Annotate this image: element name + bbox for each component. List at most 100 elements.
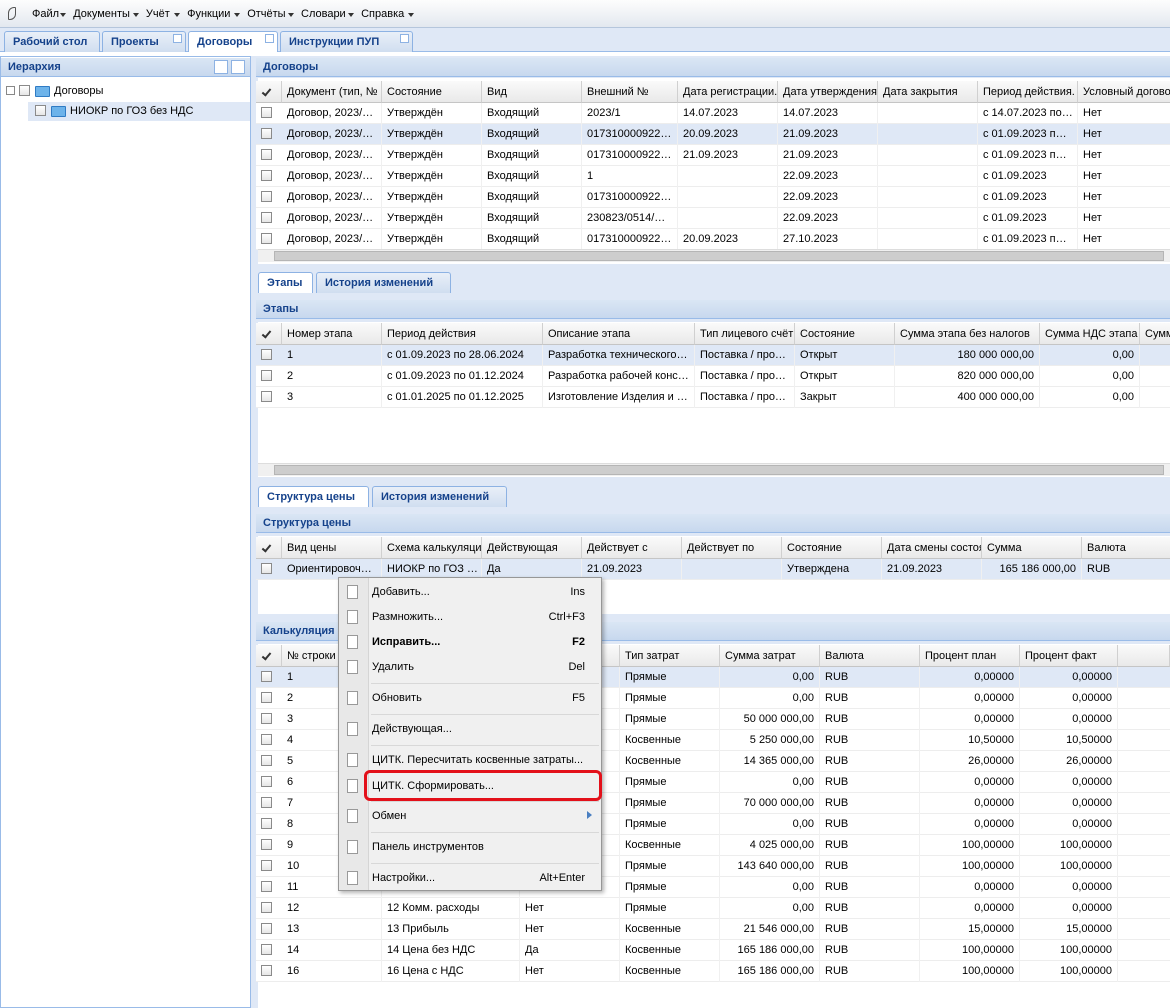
column-header[interactable]: Дата закрытия (878, 81, 978, 103)
row-checkbox[interactable] (261, 839, 272, 850)
column-header[interactable]: Тип лицевого счёт (695, 323, 795, 345)
menu-item-label[interactable]: ЦИТК. Пересчитать косвенные затраты... (372, 754, 584, 766)
column-header[interactable]: Описание этапа (543, 323, 695, 345)
column-header[interactable]: Сумм (1140, 323, 1170, 345)
row-checkbox[interactable] (261, 734, 272, 745)
column-header[interactable]: Тип затрат (620, 645, 720, 667)
column-header[interactable]: Состояние (382, 81, 482, 103)
scroll-thumb[interactable] (274, 465, 1164, 475)
grid-row[interactable] (256, 145, 1170, 166)
row-checkbox[interactable] (261, 233, 272, 244)
scroll-thumb[interactable] (274, 251, 1164, 261)
column-header[interactable]: Сумма этапа без налогов (895, 323, 1040, 345)
menu-item[interactable]: Справка (361, 8, 405, 20)
tree-label[interactable]: Договоры (54, 85, 104, 97)
row-checkbox[interactable] (261, 692, 272, 703)
menu-item-label[interactable]: Настройки... (372, 872, 436, 884)
column-header[interactable]: Схема калькуляци (382, 537, 482, 559)
grid-row[interactable] (256, 166, 1170, 187)
grid-row[interactable] (256, 919, 1170, 940)
column-header[interactable]: Условный догово (1078, 81, 1170, 103)
row-checkbox[interactable] (261, 902, 272, 913)
tree-checkbox[interactable] (35, 105, 46, 116)
row-checkbox[interactable] (261, 391, 272, 402)
collapse-button[interactable] (231, 60, 245, 74)
row-checkbox[interactable] (261, 713, 272, 724)
tab[interactable]: Инструкции ПУП (280, 31, 413, 52)
row-checkbox[interactable] (261, 923, 272, 934)
menu-item-label[interactable]: Панель инструментов (372, 841, 484, 853)
column-header[interactable]: Номер этапа (282, 323, 382, 345)
column-header[interactable]: Внешний № (582, 81, 678, 103)
tab-close[interactable] (265, 34, 274, 43)
tab[interactable]: История изменений (372, 486, 507, 507)
menu-item-label[interactable]: Размножить... (372, 611, 444, 623)
grid-row[interactable] (256, 208, 1170, 229)
menu-item[interactable]: Отчёты (247, 8, 286, 20)
grid-row[interactable] (256, 940, 1170, 961)
row-checkbox[interactable] (261, 944, 272, 955)
column-header[interactable]: Процент план (920, 645, 1020, 667)
row-checkbox[interactable] (261, 149, 272, 160)
column-header[interactable]: Состояние (795, 323, 895, 345)
column-header[interactable]: Процент факт (1020, 645, 1118, 667)
column-header[interactable]: Дата регистрации. (678, 81, 778, 103)
tab[interactable]: Этапы (258, 272, 313, 293)
row-checkbox[interactable] (261, 860, 272, 871)
grid-row[interactable] (256, 187, 1170, 208)
row-checkbox[interactable] (261, 212, 272, 223)
grid-row[interactable] (256, 124, 1170, 145)
tab[interactable]: Проекты (102, 31, 186, 52)
row-checkbox[interactable] (261, 370, 272, 381)
menu-item[interactable]: Документы (73, 8, 130, 20)
grid-row[interactable] (256, 559, 1170, 580)
tab-close[interactable] (173, 34, 182, 43)
menu-item[interactable]: Файл (32, 8, 60, 20)
row-checkbox[interactable] (261, 755, 272, 766)
grid-row[interactable] (256, 366, 1170, 387)
menu-item-label[interactable]: Удалить (372, 661, 414, 673)
menu-item-label[interactable]: Добавить... (372, 586, 430, 598)
tab-close[interactable] (400, 34, 409, 43)
menu-item[interactable]: Учёт (145, 8, 170, 20)
column-header[interactable]: Дата смены состоя (882, 537, 982, 559)
tab[interactable]: История изменений (316, 272, 451, 293)
row-checkbox[interactable] (261, 170, 272, 181)
menu-item[interactable]: Словари (301, 8, 346, 20)
column-header[interactable]: Сумма (982, 537, 1082, 559)
menu-item-label[interactable]: Обмен (372, 810, 407, 822)
row-checkbox[interactable] (261, 965, 272, 976)
tab[interactable]: Договоры (188, 31, 278, 52)
column-header[interactable]: Вид (482, 81, 582, 103)
column-header[interactable]: Действует с (582, 537, 682, 559)
grid-row[interactable] (256, 103, 1170, 124)
row-checkbox[interactable] (261, 563, 272, 574)
menu-item-label[interactable]: Исправить... (372, 636, 441, 648)
column-header[interactable]: Состояние (782, 537, 882, 559)
column-header[interactable]: Дата утверждения (778, 81, 878, 103)
grid-row[interactable] (256, 898, 1170, 919)
tree-checkbox[interactable] (19, 85, 30, 96)
tab[interactable]: Структура цены (258, 486, 369, 507)
menu-item[interactable]: Функции (187, 8, 231, 20)
tree-toggle[interactable] (6, 86, 15, 95)
column-header[interactable]: Документ (тип, № (282, 81, 382, 103)
row-checkbox[interactable] (261, 797, 272, 808)
row-checkbox[interactable] (261, 881, 272, 892)
menu-item-label[interactable]: ЦИТК. Сформировать... (372, 780, 494, 792)
grid-row[interactable] (256, 387, 1170, 408)
column-header[interactable]: Сумма НДС этапа (1040, 323, 1140, 345)
column-header[interactable]: Вид цены (282, 537, 382, 559)
column-header[interactable]: Действующая (482, 537, 582, 559)
column-header[interactable]: Сумма затрат (720, 645, 820, 667)
tab[interactable]: Рабочий стол (4, 31, 100, 52)
grid-row[interactable] (256, 345, 1170, 366)
tree-label[interactable]: НИОКР по ГОЗ без НДС (70, 105, 194, 117)
column-header[interactable]: Действует по (682, 537, 782, 559)
grid-row[interactable] (256, 961, 1170, 982)
row-checkbox[interactable] (261, 776, 272, 787)
row-checkbox[interactable] (261, 671, 272, 682)
tool-button[interactable] (214, 60, 228, 74)
row-checkbox[interactable] (261, 349, 272, 360)
menu-item-label[interactable]: Действующая... (372, 723, 452, 735)
